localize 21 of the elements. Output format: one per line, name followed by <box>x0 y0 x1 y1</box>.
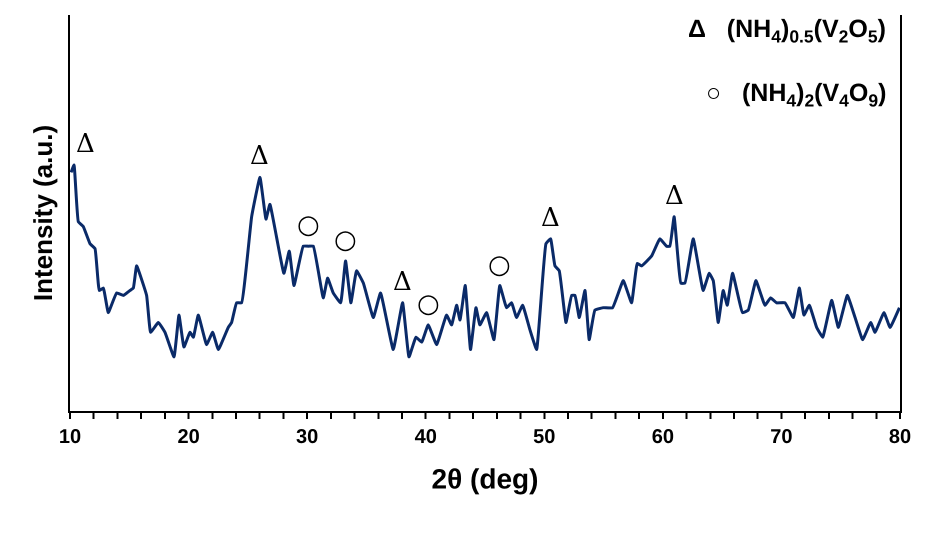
annotation: ○ <box>488 250 511 280</box>
x-tick-label: 50 <box>533 426 556 448</box>
text: Δ (NH$_{4}$)$_{0.5}$(V$_{2}$O$_{5}$) <box>688 15 886 46</box>
annotation: Δ <box>76 129 95 159</box>
text: ○ (NH$_{4}$)$_{2}$(V$_{4}$O$_{9}$) <box>706 79 886 110</box>
annotation: Δ <box>393 267 412 297</box>
x-tick-label: 60 <box>652 426 674 448</box>
annotation: ○ <box>417 289 440 319</box>
annotation: ○ <box>334 225 357 255</box>
annotation: Δ <box>250 141 269 171</box>
x-tick-label: 10 <box>58 426 82 448</box>
x-tick-label: 40 <box>414 426 437 448</box>
x-tick-label: 70 <box>770 426 793 448</box>
y-axis-title: Intensity (a.u.) <box>28 124 58 302</box>
annotation: Δ <box>665 181 684 211</box>
annotation: ○ <box>297 210 320 240</box>
x-tick-label: 80 <box>888 426 912 448</box>
x-tick-label: 30 <box>296 426 318 448</box>
annotation: Δ <box>541 203 560 233</box>
x-axis-title: 2θ (deg) <box>432 464 538 495</box>
x-tick-label: 20 <box>177 426 200 448</box>
